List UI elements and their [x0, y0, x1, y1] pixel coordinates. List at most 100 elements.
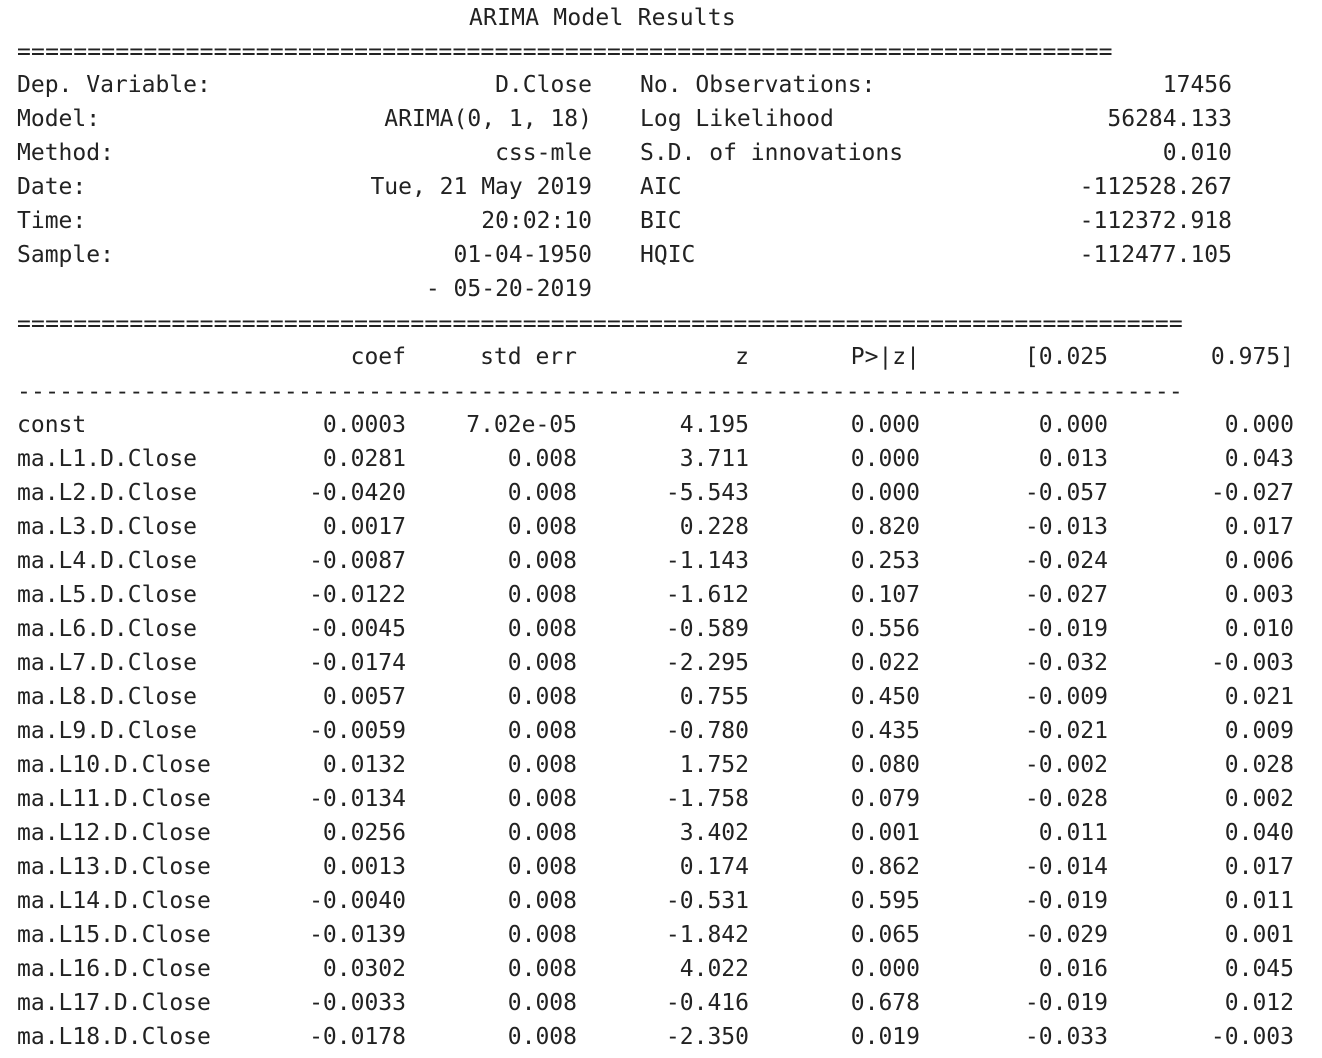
- row-name-cell: ma.L11.D.Close: [17, 786, 211, 812]
- ci-upper-cell: 0.009: [1224, 718, 1294, 744]
- coef-cell: -0.0122: [309, 582, 406, 608]
- p-value-cell: 0.000: [850, 956, 920, 982]
- z-cell: 4.195: [679, 412, 749, 438]
- coef-cell: 0.0057: [322, 684, 406, 710]
- header-std-err: std err: [480, 344, 577, 370]
- p-value-cell: 0.862: [850, 854, 920, 880]
- row-name-cell: ma.L2.D.Close: [17, 480, 198, 506]
- summary-right-value: 17456: [1162, 72, 1232, 98]
- ci-upper-cell: -0.003: [1210, 1024, 1294, 1050]
- summary-left-value: Tue, 21 May 2019: [370, 174, 592, 200]
- z-cell: 3.402: [679, 820, 749, 846]
- ci-upper-cell: 0.000: [1224, 412, 1294, 438]
- p-value-cell: 0.595: [850, 888, 920, 914]
- row-name-cell: ma.L12.D.Close: [17, 820, 211, 846]
- p-value-cell: 0.435: [850, 718, 920, 744]
- std-err-cell: 0.008: [507, 752, 577, 778]
- p-value-cell: 0.065: [850, 922, 920, 948]
- ci-lower-cell: -0.019: [1024, 990, 1108, 1016]
- row-name-cell: const: [17, 412, 87, 438]
- p-value-cell: 0.000: [850, 480, 920, 506]
- ci-lower-cell: -0.019: [1024, 616, 1108, 642]
- coef-cell: -0.0134: [309, 786, 406, 812]
- summary-right-value: -112372.918: [1079, 208, 1232, 234]
- std-err-cell: 0.008: [507, 514, 577, 540]
- ci-lower-cell: -0.002: [1024, 752, 1108, 778]
- summary-left-value: ARIMA(0, 1, 18): [384, 106, 592, 132]
- ci-lower-cell: 0.000: [1038, 412, 1108, 438]
- header-ci-lower: [0.025: [1024, 344, 1108, 370]
- ci-lower-cell: -0.013: [1024, 514, 1108, 540]
- row-name-cell: ma.L7.D.Close: [17, 650, 198, 676]
- z-cell: 3.711: [679, 446, 749, 472]
- ci-lower-cell: -0.027: [1024, 582, 1108, 608]
- row-name-cell: ma.L3.D.Close: [17, 514, 198, 540]
- z-cell: -5.543: [665, 480, 749, 506]
- ci-lower-cell: -0.028: [1024, 786, 1108, 812]
- z-cell: 4.022: [679, 956, 749, 982]
- row-name-cell: ma.L13.D.Close: [17, 854, 211, 880]
- summary-right-value: 0.010: [1162, 140, 1232, 166]
- coef-cell: 0.0017: [322, 514, 406, 540]
- row-name-cell: ma.L8.D.Close: [17, 684, 198, 710]
- std-err-cell: 0.008: [507, 684, 577, 710]
- z-cell: 1.752: [679, 752, 749, 778]
- p-value-cell: 0.107: [850, 582, 920, 608]
- summary-right-label: Log Likelihood: [640, 106, 834, 132]
- summary-left-value: 20:02:10: [481, 208, 592, 234]
- row-name-cell: ma.L6.D.Close: [17, 616, 198, 642]
- std-err-cell: 0.008: [507, 956, 577, 982]
- ci-lower-cell: -0.019: [1024, 888, 1108, 914]
- coef-cell: 0.0281: [322, 446, 406, 472]
- std-err-cell: 0.008: [507, 718, 577, 744]
- summary-right-value: -112477.105: [1079, 242, 1232, 268]
- summary-left-label: Model:: [17, 106, 101, 132]
- ci-lower-cell: -0.021: [1024, 718, 1108, 744]
- p-value-cell: 0.022: [850, 650, 920, 676]
- std-err-cell: 0.008: [507, 820, 577, 846]
- ci-upper-cell: 0.006: [1224, 548, 1294, 574]
- summary-left-label: Sample:: [17, 242, 114, 268]
- std-err-cell: 0.008: [507, 888, 577, 914]
- coef-cell: 0.0302: [322, 956, 406, 982]
- ci-upper-cell: 0.017: [1224, 514, 1294, 540]
- ci-lower-cell: 0.011: [1038, 820, 1108, 846]
- std-err-cell: 0.008: [507, 786, 577, 812]
- ci-upper-cell: 0.043: [1224, 446, 1294, 472]
- coef-cell: -0.0045: [309, 616, 406, 642]
- p-value-cell: 0.000: [850, 412, 920, 438]
- ci-lower-cell: 0.013: [1038, 446, 1108, 472]
- summary-left-value: 01-04-1950: [453, 242, 592, 268]
- ci-lower-cell: 0.016: [1038, 956, 1108, 982]
- coef-cell: 0.0003: [322, 412, 406, 438]
- summary-right-value: -112528.267: [1079, 174, 1232, 200]
- coef-cell: -0.0174: [309, 650, 406, 676]
- p-value-cell: 0.080: [850, 752, 920, 778]
- row-name-cell: ma.L16.D.Close: [17, 956, 211, 982]
- row-name-cell: ma.L5.D.Close: [17, 582, 198, 608]
- coef-cell: -0.0420: [309, 480, 406, 506]
- row-name-cell: ma.L4.D.Close: [17, 548, 198, 574]
- ci-upper-cell: 0.001: [1224, 922, 1294, 948]
- summary-left-label: Time:: [17, 208, 87, 234]
- ci-lower-cell: -0.009: [1024, 684, 1108, 710]
- z-cell: -0.589: [665, 616, 749, 642]
- header-p-value: P>|z|: [850, 344, 920, 370]
- ci-upper-cell: 0.028: [1224, 752, 1294, 778]
- coef-cell: 0.0013: [322, 854, 406, 880]
- coef-cell: -0.0033: [309, 990, 406, 1016]
- header-ci-upper: 0.975]: [1210, 344, 1294, 370]
- double-separator-top: ========================================…: [17, 39, 1113, 65]
- header-z: z: [735, 344, 749, 370]
- z-cell: -0.416: [665, 990, 749, 1016]
- ci-upper-cell: 0.012: [1224, 990, 1294, 1016]
- row-name-cell: ma.L9.D.Close: [17, 718, 198, 744]
- summary-right-label: AIC: [640, 174, 682, 200]
- p-value-cell: 0.450: [850, 684, 920, 710]
- z-cell: 0.174: [679, 854, 749, 880]
- ci-upper-cell: 0.040: [1224, 820, 1294, 846]
- z-cell: -0.780: [665, 718, 749, 744]
- summary-right-label: No. Observations:: [640, 72, 876, 98]
- row-name-cell: ma.L14.D.Close: [17, 888, 211, 914]
- p-value-cell: 0.001: [850, 820, 920, 846]
